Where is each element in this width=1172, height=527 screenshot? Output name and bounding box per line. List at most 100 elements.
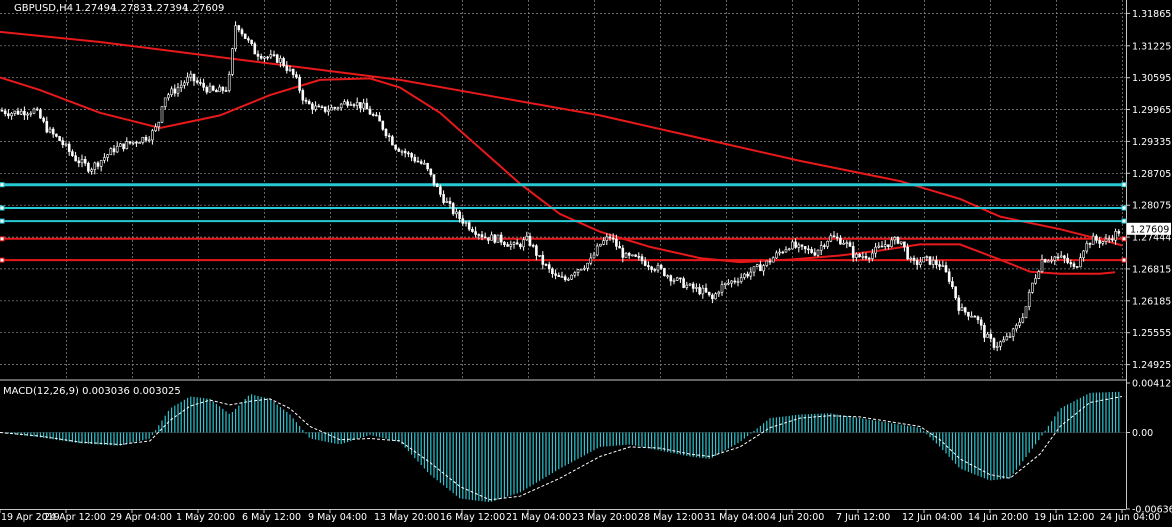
level-handle[interactable] xyxy=(1121,236,1127,242)
level-handle[interactable] xyxy=(1121,218,1127,224)
symbol-label: GBPUSD,H4 xyxy=(14,3,73,14)
candle-body xyxy=(304,99,308,102)
candle-body xyxy=(282,58,285,67)
candle-body xyxy=(928,256,932,265)
candle-body xyxy=(237,25,241,31)
ohlc-high: 1.27833 xyxy=(111,3,152,14)
candle-body xyxy=(240,29,244,35)
time-tick-label: 19 Jun 12:00 xyxy=(1034,512,1094,523)
candle-body xyxy=(0,110,4,112)
time-tick-label: 24 Apr 12:00 xyxy=(44,512,106,523)
candle-body xyxy=(704,287,708,293)
candle-body xyxy=(93,162,97,170)
time-tick-label: 13 May 20:00 xyxy=(374,512,439,523)
candle-body xyxy=(976,316,980,321)
candle-body xyxy=(394,144,397,150)
candle-body xyxy=(109,148,113,156)
candle-body xyxy=(423,163,426,165)
ohlc-open: 1.27494 xyxy=(75,3,116,14)
candle-body xyxy=(496,234,500,243)
candle-body xyxy=(592,254,596,259)
time-tick-label: 16 May 12:00 xyxy=(440,512,505,523)
candle-body xyxy=(58,136,61,141)
candlesticks xyxy=(0,21,1121,352)
candle-body xyxy=(755,264,759,268)
price-tick-label: 1.28705 xyxy=(1132,169,1171,180)
candle-body xyxy=(77,160,81,164)
candle-body xyxy=(1095,235,1098,241)
candle-body xyxy=(215,90,218,93)
candle-body xyxy=(1008,336,1012,338)
candle-body xyxy=(83,159,87,164)
candle-body xyxy=(631,254,634,257)
candle-body xyxy=(291,68,295,75)
price-tick-label: 1.30595 xyxy=(1132,73,1171,84)
candle-body xyxy=(259,55,263,59)
candle-body xyxy=(119,143,122,147)
time-tick-label: 6 May 12:00 xyxy=(242,512,301,523)
candle-body xyxy=(963,307,967,313)
candle-body xyxy=(544,264,548,266)
price-tick-label: 1.25555 xyxy=(1132,328,1171,339)
candle-body xyxy=(275,54,279,63)
time-tick-label: 1 May 20:00 xyxy=(176,512,235,523)
level-handle[interactable] xyxy=(0,257,5,263)
candle-body xyxy=(586,262,589,269)
candle-body xyxy=(1005,336,1009,341)
candle-body xyxy=(64,143,68,146)
candle-body xyxy=(1043,259,1047,263)
time-tick-label: 31 May 04:00 xyxy=(704,512,769,523)
candle-body xyxy=(723,282,727,286)
candle-body xyxy=(634,254,637,257)
candle-body xyxy=(1040,259,1044,272)
candle-body xyxy=(733,280,737,283)
candle-body xyxy=(685,284,689,288)
candle-body xyxy=(765,260,769,266)
candle-body xyxy=(986,333,989,338)
candle-body xyxy=(122,143,125,150)
candle-body xyxy=(621,247,625,258)
moving-average-line xyxy=(0,76,1116,275)
candle-body xyxy=(909,257,913,260)
price-tick-label: 1.28075 xyxy=(1132,201,1171,212)
candle-body xyxy=(563,276,567,281)
candle-body xyxy=(26,113,29,116)
horizontal-levels[interactable] xyxy=(0,182,1127,263)
candle-body xyxy=(848,242,852,247)
candle-body xyxy=(42,117,45,122)
candle-body xyxy=(999,341,1002,347)
candle-body xyxy=(439,186,442,195)
level-handle[interactable] xyxy=(1121,257,1127,263)
level-handle[interactable] xyxy=(0,236,5,242)
candle-body xyxy=(218,86,221,93)
candle-body xyxy=(739,277,743,282)
level-handle[interactable] xyxy=(1121,205,1127,211)
candle-body xyxy=(256,53,260,57)
candle-body xyxy=(1079,257,1082,268)
candle-body xyxy=(640,256,644,262)
candle-body xyxy=(752,266,756,273)
candle-body xyxy=(541,255,545,265)
candle-body xyxy=(893,237,897,241)
level-handle[interactable] xyxy=(0,218,5,224)
candle-body xyxy=(378,115,381,122)
candle-body xyxy=(288,68,292,71)
candle-body xyxy=(1053,256,1057,261)
candle-body xyxy=(810,249,813,253)
candle-body xyxy=(381,120,385,130)
candle-body xyxy=(263,56,266,59)
candle-body xyxy=(477,234,481,236)
candle-body xyxy=(1047,260,1050,263)
level-handle[interactable] xyxy=(0,205,5,211)
candle-body xyxy=(13,110,17,114)
candle-body xyxy=(711,294,714,300)
level-handle[interactable] xyxy=(0,182,5,188)
level-handle[interactable] xyxy=(1121,182,1127,188)
candle-body xyxy=(471,229,474,232)
candle-body xyxy=(791,241,794,250)
candle-body xyxy=(650,266,653,270)
candle-body xyxy=(330,107,333,111)
candle-body xyxy=(807,248,810,251)
candle-body xyxy=(371,114,375,116)
